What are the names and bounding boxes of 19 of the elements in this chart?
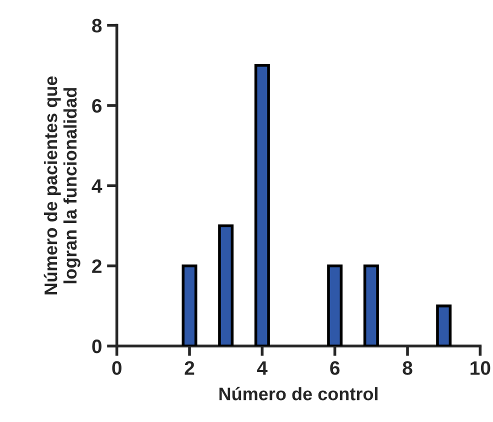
y-tick-label: 6 (92, 98, 102, 113)
x-tick-label: 10 (470, 361, 490, 375)
y-tick-label: 0 (92, 340, 102, 354)
bar (254, 64, 270, 346)
x-tick-label: 8 (402, 361, 412, 375)
y-tick-label: 8 (92, 18, 102, 33)
y-tick-label: 4 (92, 179, 102, 193)
x-tick-label: 6 (330, 361, 340, 375)
x-tick-label: 0 (112, 361, 122, 375)
bar (327, 264, 343, 346)
bar (363, 264, 379, 346)
x-axis-title: Número de control (219, 386, 378, 400)
bar (436, 304, 452, 346)
y-tick-label: 2 (92, 259, 102, 273)
y-axis-title: Número de pacientes que logran la funcionalidad (44, 76, 80, 294)
x-tick-label: 2 (184, 361, 194, 375)
bar (182, 264, 198, 346)
bar (218, 224, 234, 346)
x-tick-label: 4 (257, 361, 268, 375)
